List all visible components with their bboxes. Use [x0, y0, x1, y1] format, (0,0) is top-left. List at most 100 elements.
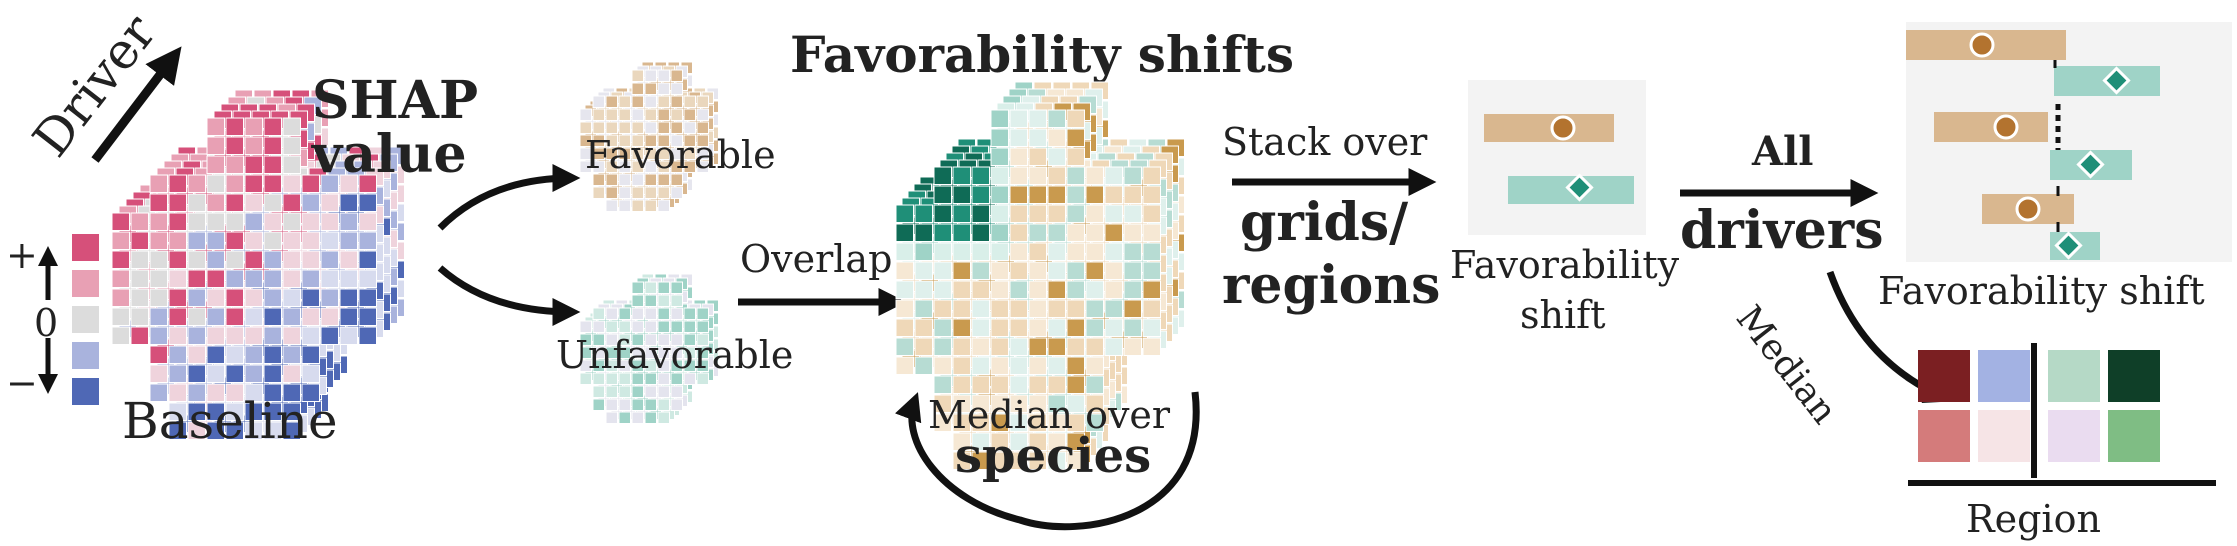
- overlap-cell: [952, 394, 971, 413]
- overlap-cell: [1047, 147, 1066, 166]
- favorable-cell: [605, 199, 618, 212]
- baseline-cell: [263, 117, 282, 136]
- overlap-cell: [1028, 432, 1047, 451]
- overlap-cell: [1028, 128, 1047, 147]
- unfavorable-cell: [657, 385, 670, 398]
- overlap-cell: [1066, 166, 1085, 185]
- unfavorable-cell: [579, 359, 592, 372]
- baseline-cell: [282, 326, 301, 345]
- overlap-cell: [971, 356, 990, 375]
- unfavorable-cell: [670, 372, 683, 385]
- favorable-cell: [618, 173, 631, 186]
- unfavorable-cell: [618, 333, 631, 346]
- baseline-cell: [111, 326, 130, 345]
- overlap-map-stack: [895, 81, 1185, 470]
- overlap-cell: [971, 185, 990, 204]
- overlap-cell: [1085, 166, 1104, 185]
- favorable-cell: [592, 95, 605, 108]
- baseline-cell: [339, 288, 358, 307]
- overlap-cell: [1085, 318, 1104, 337]
- unfavorable-cell: [644, 398, 657, 411]
- unfavorable-cell: [605, 372, 618, 385]
- baseline-cell: [244, 136, 263, 155]
- baseline-cell: [320, 250, 339, 269]
- unfavorable-cell: [592, 307, 605, 320]
- median-over-label: Median over: [928, 393, 1171, 437]
- unfavorable-cell: [670, 398, 683, 411]
- unfavorable-cell: [631, 359, 644, 372]
- favorable-cell: [683, 95, 696, 108]
- favorable-cell: [670, 160, 683, 173]
- unfavorable-cell: [683, 333, 696, 346]
- overlap-cell: [914, 280, 933, 299]
- unfavorable-cell: [631, 411, 644, 424]
- unfavorable-cell: [618, 307, 631, 320]
- overlap-cell: [895, 280, 914, 299]
- unfavorable-cell: [644, 281, 657, 294]
- baseline-cell: [282, 402, 301, 421]
- favorable-cell: [670, 134, 683, 147]
- baseline-cell: [282, 307, 301, 326]
- baseline-cell: [130, 288, 149, 307]
- overlap-cell: [952, 280, 971, 299]
- baseline-cell: [111, 250, 130, 269]
- unfavorable-cell: [605, 333, 618, 346]
- unfavorable-cell: [605, 411, 618, 424]
- baseline-cell: [282, 155, 301, 174]
- favorable-cell: [657, 173, 670, 186]
- baseline-cell: [320, 307, 339, 326]
- overlap-cell: [1009, 451, 1028, 470]
- overlap-cell: [1142, 242, 1161, 261]
- overlap-cell: [1047, 223, 1066, 242]
- baseline-cell: [225, 155, 244, 174]
- overlap-cell: [1066, 432, 1085, 451]
- unfavorable-cell: [657, 333, 670, 346]
- overlap-cell: [1028, 109, 1047, 128]
- favorable-cell: [618, 199, 631, 212]
- unfavorable-cell: [618, 385, 631, 398]
- favorability-shift-small-panel: [1468, 80, 1646, 235]
- baseline-cell: [168, 174, 187, 193]
- baseline-cell: [130, 326, 149, 345]
- legend-plus: +: [6, 233, 38, 277]
- baseline-cell: [168, 402, 187, 421]
- overlap-cell: [895, 337, 914, 356]
- driver-label: Driver: [22, 4, 167, 167]
- overlap-cell: [952, 375, 971, 394]
- favorable-cell: [670, 69, 683, 82]
- overlap-cell: [1085, 356, 1104, 375]
- unfavorable-cell: [670, 346, 683, 359]
- baseline-cell: [358, 250, 377, 269]
- overlap-cell: [1142, 166, 1161, 185]
- overlap-cell: [971, 413, 990, 432]
- favorable-cell: [670, 95, 683, 108]
- favorable-cell: [670, 82, 683, 95]
- legend-neg-strong: [72, 378, 99, 405]
- favorable-cell: [631, 69, 644, 82]
- overlap-cell: [1047, 280, 1066, 299]
- baseline-cell: [187, 421, 206, 440]
- baseline-cell: [263, 269, 282, 288]
- baseline-cell: [111, 212, 130, 231]
- region-cell: [1918, 350, 1970, 402]
- legend-pos-light: [72, 270, 99, 297]
- overlap-cell: [1028, 299, 1047, 318]
- overlap-cell: [1104, 318, 1123, 337]
- baseline-cell: [187, 307, 206, 326]
- favorable-cell: [657, 82, 670, 95]
- overlap-cell: [933, 356, 952, 375]
- baseline-cell: [206, 174, 225, 193]
- unfavorable-cell: [696, 346, 709, 359]
- unfavorable-cell: [683, 372, 696, 385]
- baseline-cell: [282, 212, 301, 231]
- baseline-cell: [358, 288, 377, 307]
- overlap-cell: [1009, 109, 1028, 128]
- favorable-cell: [657, 147, 670, 160]
- overlap-cell: [895, 223, 914, 242]
- baseline-cell: [282, 136, 301, 155]
- baseline-cell: [206, 326, 225, 345]
- overlap-cell: [1028, 413, 1047, 432]
- baseline-cell: [225, 174, 244, 193]
- favorable-cell: [579, 121, 592, 134]
- unfavorable-cell: [657, 359, 670, 372]
